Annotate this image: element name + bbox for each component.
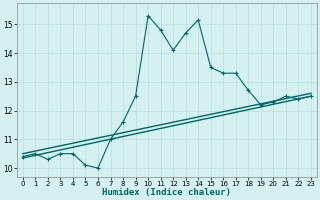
X-axis label: Humidex (Indice chaleur): Humidex (Indice chaleur) <box>102 188 231 197</box>
